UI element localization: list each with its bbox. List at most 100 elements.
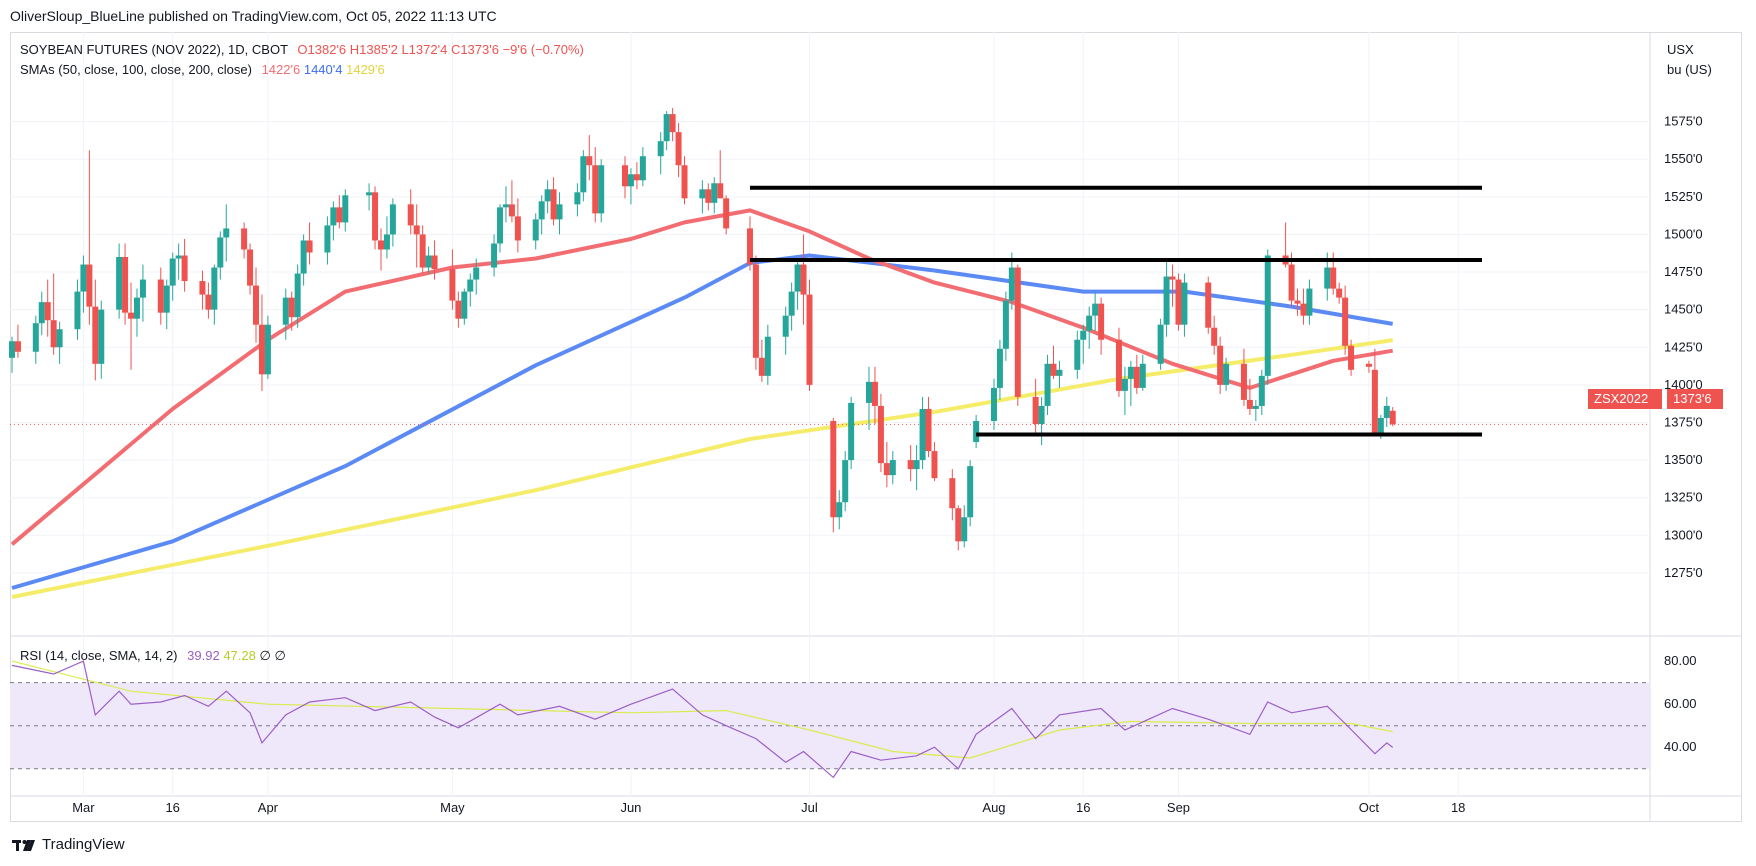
legend-change: −9'6 (−0.70%) (502, 42, 584, 57)
brand-label: TradingView (42, 836, 125, 853)
candle (1133, 354, 1140, 394)
candle (1014, 264, 1021, 406)
candle (425, 246, 432, 274)
sma200-value: 1429'6 (346, 62, 385, 77)
candle (324, 216, 331, 265)
candle (133, 288, 140, 337)
candle-body (1348, 345, 1355, 370)
candle (253, 267, 260, 343)
candle-body (1038, 405, 1045, 424)
candle-body (580, 156, 587, 193)
candle-body (205, 294, 212, 310)
candle (467, 273, 474, 307)
candle-body (830, 420, 837, 518)
candle (32, 315, 39, 364)
candle (50, 273, 57, 355)
candle (1163, 258, 1170, 337)
candle-body (1050, 363, 1057, 376)
candle-body (955, 508, 962, 542)
candle (931, 442, 938, 482)
candle (764, 324, 771, 385)
candle (830, 417, 837, 533)
legend-main: SOYBEAN FUTURES (NOV 2022), 1D, CBOT O13… (20, 42, 584, 57)
candle (1348, 339, 1355, 376)
candle-body (1032, 396, 1039, 424)
candle (711, 177, 718, 214)
candle-body (175, 255, 182, 259)
candle (794, 258, 801, 310)
candle (217, 231, 224, 280)
candle (586, 135, 593, 181)
candle (907, 445, 914, 482)
candle-body (1371, 369, 1378, 434)
candle (205, 282, 212, 319)
candle (44, 279, 51, 337)
candle-body (98, 309, 105, 364)
candle-body (883, 463, 890, 476)
candle-body (1324, 267, 1331, 289)
candle-body (217, 237, 224, 268)
candle-body (342, 195, 349, 223)
candle-body (699, 189, 706, 199)
candle-body (842, 460, 849, 503)
candle-body (1264, 255, 1271, 376)
candle (836, 490, 843, 530)
price-tick-label: 1450'0 (1664, 302, 1703, 317)
candle-body (264, 324, 271, 375)
price-tick-label: 1350'0 (1664, 452, 1703, 467)
time-tick-label: Oct (1359, 800, 1380, 815)
candle (9, 336, 15, 373)
price-scale-unit: USX bu (US) (1667, 40, 1712, 80)
candle (455, 291, 462, 328)
candle-body (621, 165, 628, 187)
candle (1217, 336, 1224, 394)
candle (1121, 366, 1128, 415)
candle (925, 396, 932, 458)
candle (669, 108, 676, 142)
sma200-line (11, 338, 1393, 599)
candle (247, 243, 254, 295)
candle-body (1092, 303, 1099, 316)
candle (1306, 279, 1313, 325)
candle (746, 216, 753, 271)
rsi-value: 39.92 (187, 648, 220, 663)
candle (175, 243, 182, 280)
candle-body (467, 279, 474, 292)
unit-label: bu (US) (1667, 62, 1712, 77)
candle-body (711, 183, 718, 203)
footer[interactable]: TradingView (12, 836, 125, 853)
candle-body (967, 466, 974, 518)
candle (508, 180, 515, 223)
price-tick-label: 1550'0 (1664, 151, 1703, 166)
candle (1211, 315, 1218, 355)
candle-body (592, 165, 599, 214)
candle (413, 204, 420, 268)
candle (1139, 354, 1146, 391)
candle (574, 183, 581, 217)
candle-body (461, 291, 468, 319)
candle (866, 366, 873, 431)
candle-body (199, 281, 206, 295)
candle (544, 180, 551, 214)
candle (967, 460, 974, 527)
candle (705, 183, 712, 211)
price-tick-label: 1375'0 (1664, 414, 1703, 429)
candle-body (1217, 345, 1224, 385)
candle-body (1175, 279, 1182, 325)
candle (1342, 285, 1349, 355)
candle (1240, 348, 1247, 406)
legend-high: H1385'2 (349, 42, 398, 57)
candle-body (128, 312, 135, 319)
candle (782, 306, 789, 355)
time-tick-label: Jun (620, 800, 641, 815)
candle-body (163, 285, 170, 313)
candle-body (139, 279, 146, 298)
candle (1383, 396, 1390, 427)
candles (9, 108, 1396, 551)
time-tick-label: Aug (982, 800, 1005, 815)
candle (621, 156, 628, 199)
candle-body (455, 300, 462, 319)
candle (1181, 273, 1188, 337)
candle-body (919, 408, 926, 461)
